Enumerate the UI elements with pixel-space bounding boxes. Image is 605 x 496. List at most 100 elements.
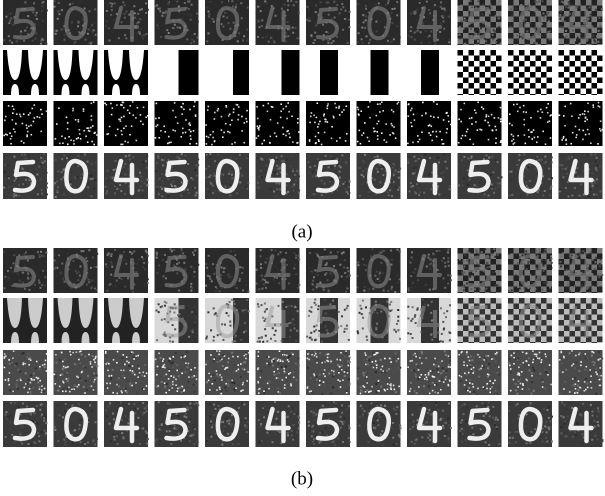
noise — [258, 129, 260, 131]
noise — [412, 306, 414, 308]
noise — [467, 158, 469, 160]
noise — [487, 367, 489, 369]
noise — [35, 33, 37, 35]
noise — [395, 170, 397, 172]
noise — [90, 363, 92, 365]
noise — [271, 249, 273, 251]
noise — [94, 362, 96, 364]
noise — [197, 264, 199, 266]
noise — [228, 423, 230, 425]
noise — [106, 104, 108, 106]
noise — [328, 32, 330, 34]
noise — [368, 359, 370, 361]
noise — [542, 13, 544, 15]
noise — [468, 356, 470, 358]
noise — [283, 133, 285, 135]
noise — [434, 384, 436, 386]
noise — [469, 382, 471, 384]
noise — [221, 267, 223, 269]
noise — [40, 131, 42, 133]
noise — [309, 122, 311, 124]
noise — [315, 269, 317, 271]
noise — [469, 379, 471, 381]
noise — [173, 377, 175, 379]
noise — [117, 129, 119, 131]
image-tile — [559, 0, 603, 45]
noise — [257, 36, 259, 38]
noise — [426, 266, 428, 268]
noise — [156, 103, 158, 105]
noise — [357, 383, 359, 385]
noise — [193, 443, 195, 445]
noise — [219, 360, 221, 362]
noise — [462, 135, 464, 137]
noise — [277, 360, 279, 362]
noise — [27, 277, 29, 279]
noise — [431, 140, 433, 142]
noise — [140, 176, 142, 178]
noise — [411, 360, 413, 362]
noise — [162, 183, 164, 185]
noise — [137, 408, 139, 410]
noise — [223, 271, 225, 273]
noise — [387, 383, 389, 385]
noise — [483, 108, 485, 110]
noise — [277, 387, 279, 389]
noise — [87, 141, 89, 143]
noise — [340, 359, 342, 361]
noise — [40, 404, 42, 406]
noise — [117, 351, 119, 353]
noise — [293, 324, 295, 326]
noise — [379, 272, 381, 274]
noise — [539, 251, 541, 253]
noise — [545, 353, 547, 355]
noise — [481, 251, 483, 253]
noise — [185, 132, 187, 134]
noise — [33, 375, 35, 377]
noise — [311, 435, 313, 437]
noise — [39, 254, 41, 256]
noise — [61, 373, 63, 375]
noise — [324, 183, 326, 185]
noise — [442, 321, 444, 323]
noise — [428, 257, 430, 259]
noise — [106, 415, 108, 417]
noise — [9, 389, 11, 391]
noise — [111, 263, 113, 265]
image-tile — [407, 153, 451, 199]
noise — [145, 410, 147, 412]
noise — [559, 370, 561, 372]
noise — [245, 118, 247, 120]
noise — [412, 282, 414, 284]
noise — [511, 179, 513, 181]
noise — [497, 372, 499, 374]
noise — [359, 305, 361, 307]
noise — [466, 351, 468, 353]
noise — [124, 34, 126, 36]
image-tile — [559, 153, 603, 199]
noise — [463, 177, 465, 179]
noise — [169, 403, 171, 405]
noise — [487, 383, 489, 385]
noise — [211, 280, 213, 282]
noise — [273, 371, 275, 373]
noise — [298, 357, 300, 359]
noise — [328, 290, 330, 292]
noise — [169, 248, 171, 250]
noise — [129, 370, 131, 372]
noise — [283, 160, 285, 162]
noise — [195, 194, 197, 196]
noise — [9, 415, 11, 417]
noise — [169, 370, 171, 372]
noise — [15, 434, 17, 436]
noise — [310, 377, 312, 379]
noise — [592, 187, 594, 189]
noise — [411, 286, 413, 288]
noise — [41, 431, 43, 433]
noise — [495, 271, 497, 273]
noise — [371, 248, 373, 250]
noise — [328, 353, 330, 355]
noise — [365, 15, 367, 17]
noise — [429, 12, 431, 14]
noise — [560, 11, 562, 13]
